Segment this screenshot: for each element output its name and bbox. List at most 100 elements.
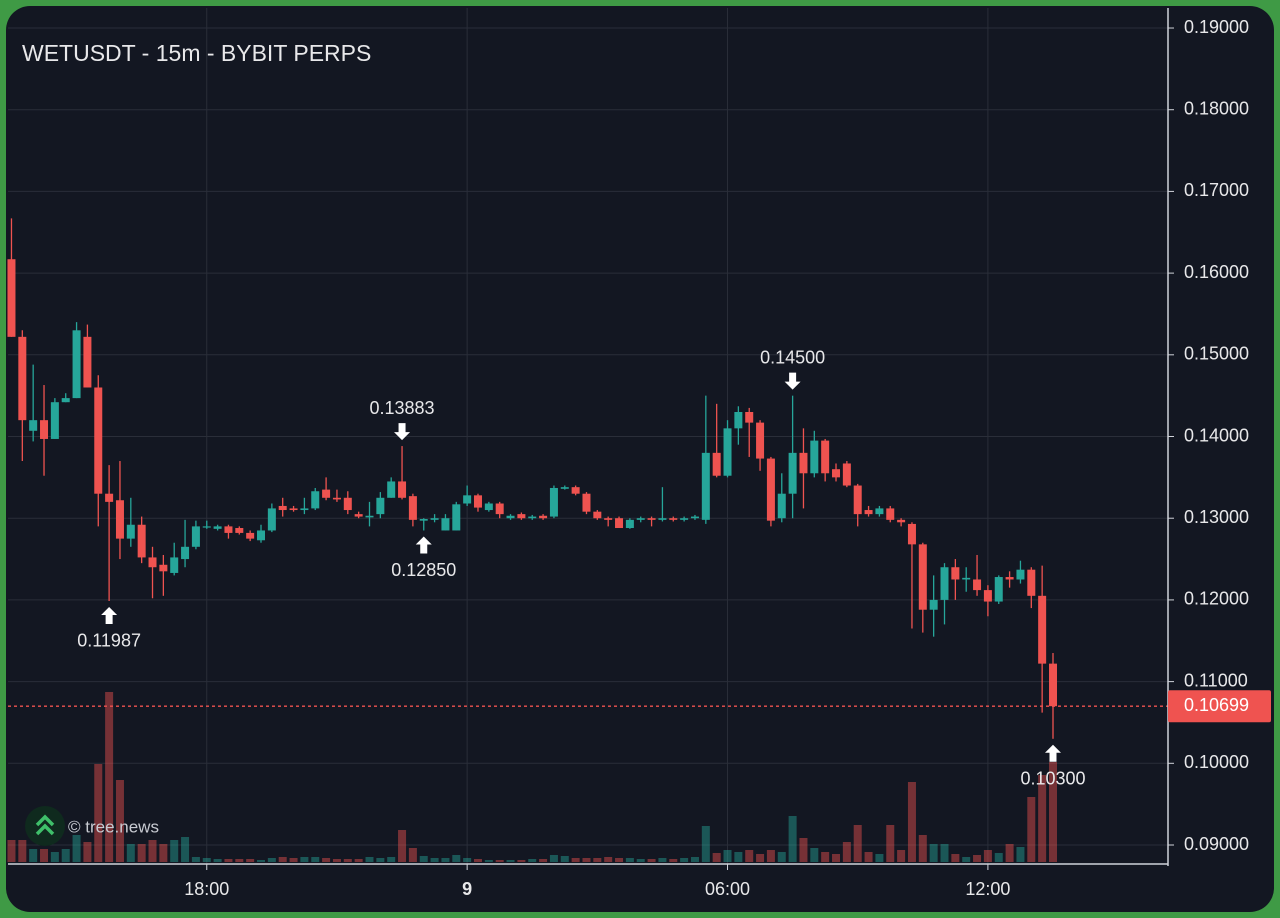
candle-body: [560, 487, 569, 489]
candle-body: [615, 518, 624, 529]
candle-body: [322, 489, 331, 498]
candle-body: [484, 503, 493, 511]
volume-bar: [246, 859, 255, 862]
candle-body: [907, 523, 916, 545]
candle-body: [810, 440, 819, 474]
volume-bar: [690, 857, 699, 862]
volume-bar: [398, 830, 407, 862]
candle-body: [18, 336, 27, 421]
candle-body: [61, 398, 70, 403]
volume-bar: [810, 848, 819, 862]
volume-bar: [625, 858, 634, 862]
volume-bar: [257, 860, 266, 862]
volume-bar: [40, 849, 49, 862]
annotation-arrow: [415, 536, 432, 554]
volume-bar: [29, 849, 38, 862]
volume-bar: [224, 859, 233, 862]
volume-bar: [886, 825, 895, 862]
candle-body: [690, 516, 699, 519]
candle-body: [94, 387, 103, 494]
candle-body: [897, 519, 906, 523]
candle-body: [29, 420, 38, 431]
candle-body: [1027, 569, 1036, 596]
volume-bar: [343, 859, 352, 862]
candle-body: [257, 530, 266, 541]
volume-bar: [766, 850, 775, 862]
candle-body: [951, 567, 960, 580]
candle-body: [593, 511, 602, 519]
candle-body: [354, 514, 363, 517]
last-price-label: 0.10699: [1184, 695, 1249, 715]
volume-bar: [1027, 797, 1036, 862]
candle-body: [625, 519, 634, 529]
candle-body: [604, 518, 613, 520]
last-price-tag: [1168, 690, 1271, 723]
grid: [8, 8, 1168, 864]
candle-body: [875, 508, 884, 515]
candle-body: [137, 524, 146, 558]
volume-bar: [50, 852, 59, 862]
volume-bar: [452, 855, 461, 862]
volume-bar: [72, 835, 81, 862]
candle-body: [246, 532, 255, 539]
volume-bar: [571, 858, 580, 862]
volume-bar: [994, 853, 1003, 862]
volume-bar: [712, 853, 721, 862]
volume-bar: [83, 842, 92, 862]
annotation-arrow: [784, 372, 801, 390]
volume-bar: [506, 860, 515, 862]
annotation-label: 0.14500: [760, 347, 825, 367]
volume-bar: [897, 850, 906, 862]
candle-body: [463, 495, 472, 504]
volume-bar: [235, 859, 244, 862]
volume-bar: [929, 844, 938, 862]
volume-bar: [647, 859, 656, 862]
volume-bar: [278, 857, 287, 862]
candle-body: [853, 485, 862, 515]
volume-bar: [821, 852, 830, 862]
y-tick-label: 0.13000: [1184, 507, 1249, 527]
volume-bar: [582, 858, 591, 862]
candle-body: [365, 515, 374, 518]
volume-bar: [300, 857, 309, 862]
y-tick-label: 0.14000: [1184, 425, 1249, 445]
candle-body: [473, 495, 482, 508]
y-tick-label: 0.17000: [1184, 180, 1249, 200]
candle-body: [994, 577, 1003, 602]
volume-bar: [962, 857, 971, 862]
x-tick-label: 06:00: [705, 879, 750, 899]
volume-bar: [441, 858, 450, 862]
candle-body: [539, 515, 548, 519]
volume-bar: [853, 825, 862, 862]
volume-bar: [669, 859, 678, 862]
volume-bar: [137, 844, 146, 862]
volume-bar: [539, 859, 548, 862]
volume-bar: [126, 844, 135, 862]
candle-body: [376, 497, 385, 515]
volume-bar: [680, 858, 689, 862]
candle-body: [1016, 569, 1025, 580]
volume-bar: [213, 859, 222, 862]
volume-bar: [734, 852, 743, 862]
watermark: © tree.news: [68, 817, 159, 836]
candle-body: [495, 503, 504, 515]
volume-bar: [430, 858, 439, 862]
candle-body: [842, 463, 851, 486]
volume-layer: [7, 692, 1057, 862]
candle-body: [40, 420, 49, 439]
volume-bar: [94, 764, 103, 862]
volume-bar: [604, 857, 613, 862]
candle-body: [821, 440, 830, 474]
volume-bar: [495, 860, 504, 862]
candle-body: [72, 330, 81, 399]
volume-bar: [658, 858, 667, 862]
candle-body: [680, 518, 689, 520]
volume-bar: [408, 848, 417, 862]
volume-bar: [473, 859, 482, 862]
candle-body: [83, 336, 92, 388]
volume-bar: [105, 692, 114, 862]
candle-body: [235, 528, 244, 533]
candle-body: [311, 491, 320, 509]
volume-bar: [463, 858, 472, 862]
candle-body: [115, 500, 124, 539]
